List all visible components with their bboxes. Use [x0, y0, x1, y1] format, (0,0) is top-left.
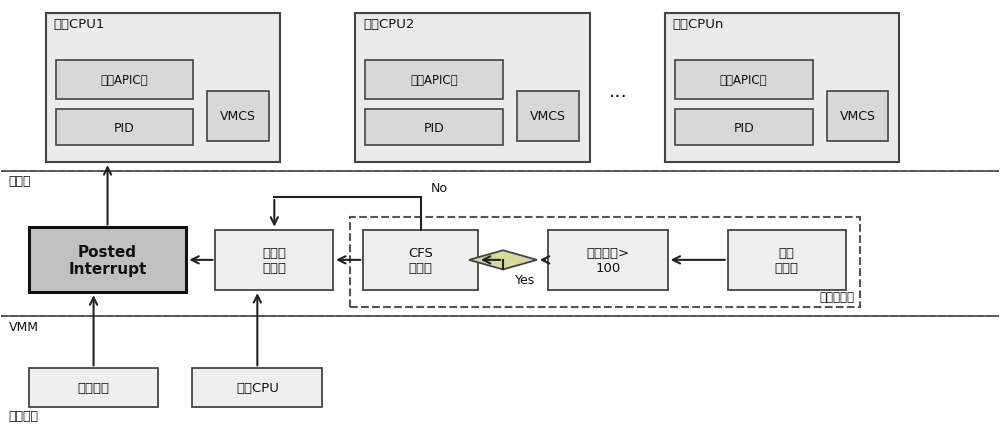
Text: Posted
Interrupt: Posted Interrupt — [68, 244, 147, 276]
Text: Yes: Yes — [515, 273, 535, 286]
Bar — [350, 217, 860, 307]
Bar — [728, 230, 846, 290]
Bar — [355, 14, 590, 163]
Text: 虚拟APIC页: 虚拟APIC页 — [720, 74, 767, 87]
Text: 虚拟CPU2: 虚拟CPU2 — [363, 18, 415, 31]
Text: VMCS: VMCS — [840, 110, 876, 123]
Bar — [215, 230, 333, 290]
Text: 物理CPU: 物理CPU — [236, 381, 279, 395]
Text: 虚拟CPUn: 虚拟CPUn — [673, 18, 724, 31]
Text: 虚拟APIC页: 虚拟APIC页 — [101, 74, 148, 87]
Text: 物理中断: 物理中断 — [78, 381, 110, 395]
Bar — [365, 110, 503, 146]
Bar — [517, 92, 579, 141]
Bar — [665, 14, 899, 163]
Text: 虚拟机: 虚拟机 — [9, 175, 31, 188]
Bar — [29, 368, 158, 408]
Text: CFS
调度器: CFS 调度器 — [408, 246, 433, 274]
Bar — [827, 92, 888, 141]
Bar — [207, 92, 269, 141]
Bar — [56, 110, 193, 146]
Bar — [29, 228, 186, 293]
Text: PID: PID — [424, 122, 444, 135]
Bar — [675, 110, 813, 146]
Bar — [56, 61, 193, 100]
Text: VMM: VMM — [9, 320, 39, 333]
Bar — [365, 61, 503, 100]
Text: VMCS: VMCS — [220, 110, 256, 123]
Polygon shape — [469, 251, 537, 270]
Text: No: No — [431, 181, 448, 194]
Text: 中断调节器: 中断调节器 — [820, 290, 855, 303]
Text: PID: PID — [114, 122, 135, 135]
Text: 中断
计数器: 中断 计数器 — [775, 246, 799, 274]
Text: ...: ... — [608, 82, 627, 101]
Text: 物理资源: 物理资源 — [9, 410, 39, 422]
Bar — [548, 230, 668, 290]
Bar — [46, 14, 280, 163]
Text: 虚拟APIC页: 虚拟APIC页 — [410, 74, 458, 87]
Text: VMCS: VMCS — [530, 110, 566, 123]
Text: PID: PID — [733, 122, 754, 135]
Text: 虚拟CPU1: 虚拟CPU1 — [54, 18, 105, 31]
Bar — [675, 61, 813, 100]
Text: 处理器
间中断: 处理器 间中断 — [262, 246, 286, 274]
Bar — [363, 230, 478, 290]
Bar — [192, 368, 322, 408]
Text: 中断数量>
100: 中断数量> 100 — [586, 246, 629, 274]
